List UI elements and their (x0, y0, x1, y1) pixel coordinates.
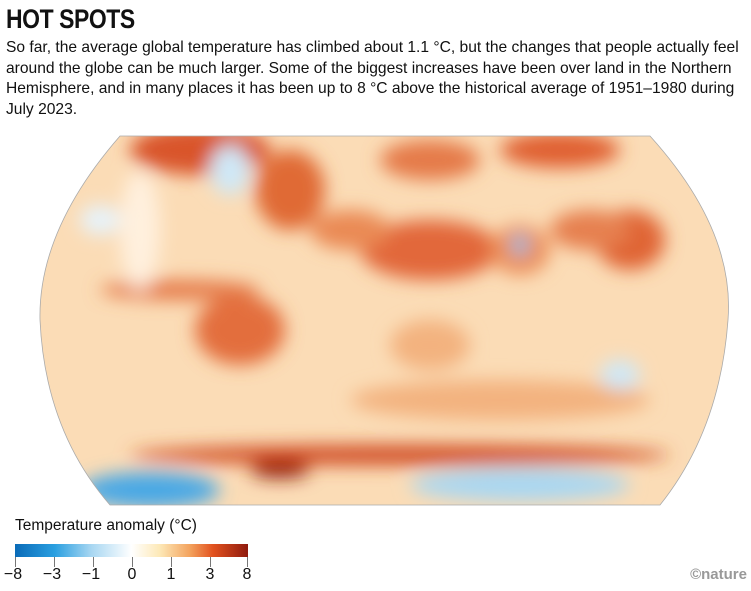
legend-tick-label: 3 (205, 566, 215, 583)
legend-title: Temperature anomaly (°C) (15, 517, 197, 534)
legend-tick (15, 557, 16, 567)
legend-tick (132, 557, 133, 567)
legend-tick-label: 1 (166, 566, 176, 583)
legend-tick (247, 557, 248, 567)
legend-tick-label: 8 (242, 566, 252, 583)
legend-tick-label: −1 (81, 566, 101, 583)
description: So far, the average global temperature h… (6, 39, 739, 118)
color-scale-bar (15, 544, 248, 557)
legend-tick (93, 557, 94, 567)
nature-credit: ©nature (690, 566, 747, 583)
legend-tick-label: 0 (127, 566, 137, 583)
legend-tick-label: −3 (42, 566, 62, 583)
legend-tick (210, 557, 211, 567)
legend-tick (54, 557, 55, 567)
anomaly-field (80, 136, 670, 505)
chart-title: HOT SPOTS (6, 4, 135, 34)
legend-tick (171, 557, 172, 567)
legend-tick-label: −8 (3, 566, 23, 583)
